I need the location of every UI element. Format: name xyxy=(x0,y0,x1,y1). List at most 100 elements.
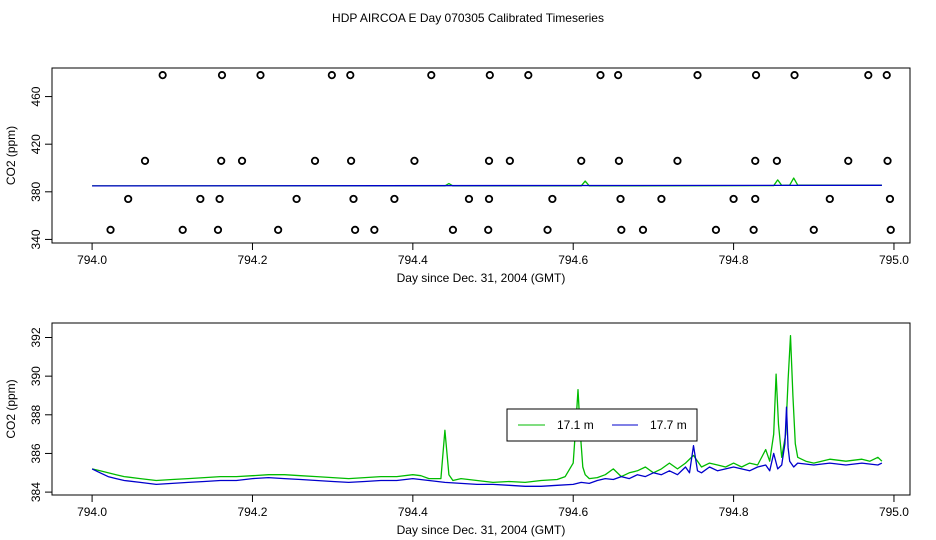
figure-title: HDP AIRCOA E Day 070305 Calibrated Times… xyxy=(332,11,604,25)
top-data-point xyxy=(464,194,474,204)
top-x-tick-label: 794.0 xyxy=(77,253,107,267)
top-data-point xyxy=(106,225,115,235)
top-data-point xyxy=(448,225,458,235)
top-data-point xyxy=(237,156,247,165)
top-data-point xyxy=(178,225,187,235)
top-series-line-green xyxy=(92,177,882,187)
bottom-panel: 794.0 794.2 794.4 794.6 794.8 795.0 384 386 388… xyxy=(4,322,911,537)
top-data-point xyxy=(484,156,494,165)
top-data-point xyxy=(215,194,224,204)
bottom-marks xyxy=(91,334,883,487)
top-data-point xyxy=(886,225,895,235)
top-data-point xyxy=(751,194,760,204)
top-data-point xyxy=(751,156,760,165)
top-data-point xyxy=(410,156,419,165)
top-data-point xyxy=(577,156,586,165)
top-y-tick-label: 420 xyxy=(29,134,43,154)
top-y-axis-label: CO2 (ppm) xyxy=(4,126,18,185)
top-data-point xyxy=(349,194,358,204)
top-data-point xyxy=(614,156,624,165)
top-x-axis: 794.0 794.2 794.4 794.6 794.8 795.0 xyxy=(77,243,909,267)
bottom-x-tick-label: 794.0 xyxy=(77,505,107,519)
top-data-point xyxy=(844,156,853,165)
top-data-point xyxy=(729,194,738,204)
top-y-tick-label: 340 xyxy=(29,229,43,249)
top-x-tick-label: 795.0 xyxy=(879,253,909,267)
bottom-x-tick-label: 794.2 xyxy=(237,505,267,519)
top-data-point xyxy=(274,225,283,235)
top-data-point xyxy=(751,71,761,80)
top-y-tick-label: 380 xyxy=(29,181,43,201)
top-data-point xyxy=(484,225,493,235)
bottom-series-line-blue xyxy=(91,406,883,487)
top-data-point xyxy=(617,225,626,235)
legend-label-17-7m: 17.7 m xyxy=(650,418,687,432)
top-data-point xyxy=(825,194,834,204)
bottom-y-tick-label: 392 xyxy=(29,327,43,347)
top-data-point xyxy=(346,156,356,165)
bottom-y-tick-label: 388 xyxy=(29,404,43,424)
top-panel: 794.0 794.2 794.4 794.6 794.8 795.0 340 380 420… xyxy=(4,67,911,285)
top-data-point xyxy=(484,194,494,204)
top-data-point xyxy=(196,194,205,204)
bottom-y-tick-label: 390 xyxy=(29,366,43,386)
top-data-point xyxy=(693,71,702,80)
bottom-x-tick-label: 794.8 xyxy=(719,505,749,519)
legend: 17.1 m 17.7 m xyxy=(506,408,698,442)
top-data-point xyxy=(256,71,265,80)
bottom-series-line-green xyxy=(91,334,883,484)
top-data-point xyxy=(749,225,758,235)
top-data-point xyxy=(213,225,223,235)
top-data-point xyxy=(614,71,623,80)
top-data-point xyxy=(351,225,360,235)
top-x-tick-label: 794.6 xyxy=(558,253,588,267)
top-data-point xyxy=(864,71,873,80)
top-data-point xyxy=(158,71,167,80)
top-data-point xyxy=(673,156,682,165)
top-x-tick-label: 794.2 xyxy=(237,253,267,267)
top-y-tick-label: 460 xyxy=(29,86,43,106)
bottom-y-axis-label: CO2 (ppm) xyxy=(4,379,18,438)
top-data-point xyxy=(882,71,891,80)
top-x-axis-label: Day since Dec. 31, 2004 (GMT) xyxy=(397,271,566,285)
top-data-point xyxy=(772,156,781,165)
bottom-plot-frame xyxy=(51,322,911,496)
top-data-point xyxy=(596,71,605,80)
top-data-point xyxy=(217,156,226,165)
top-data-point xyxy=(524,71,533,80)
top-data-point xyxy=(543,225,552,235)
top-data-point xyxy=(616,194,625,204)
top-data-point xyxy=(485,71,494,80)
top-x-tick-label: 794.8 xyxy=(719,253,749,267)
top-data-point xyxy=(638,225,648,235)
top-data-point xyxy=(140,156,150,165)
top-data-point xyxy=(711,225,721,235)
legend-label-17-1m: 17.1 m xyxy=(557,418,594,432)
top-data-point xyxy=(427,71,436,80)
bottom-x-axis: 794.0 794.2 794.4 794.6 794.8 795.0 xyxy=(77,495,909,519)
top-series-line-blue xyxy=(92,184,882,187)
top-x-tick-label: 794.4 xyxy=(398,253,428,267)
bottom-x-tick-label: 794.6 xyxy=(558,505,588,519)
bottom-y-axis: 384 386 388 390 392 xyxy=(29,327,52,502)
bottom-x-tick-label: 795.0 xyxy=(879,505,909,519)
top-data-point xyxy=(327,71,336,80)
bottom-y-tick-label: 386 xyxy=(29,443,43,463)
top-data-point xyxy=(310,156,320,165)
top-marks xyxy=(92,71,895,235)
bottom-y-tick-label: 384 xyxy=(29,482,43,502)
top-data-point xyxy=(217,71,227,80)
top-data-point xyxy=(809,225,818,235)
top-data-point xyxy=(390,194,399,204)
top-data-point xyxy=(124,194,133,204)
top-plot-frame xyxy=(51,67,911,244)
top-y-axis: 340 380 420 460 xyxy=(29,86,52,249)
top-data-point xyxy=(790,71,799,80)
top-data-point xyxy=(370,225,379,235)
bottom-x-axis-label: Day since Dec. 31, 2004 (GMT) xyxy=(397,523,566,537)
bottom-x-tick-label: 794.4 xyxy=(398,505,428,519)
top-data-point xyxy=(548,194,557,204)
top-data-point xyxy=(657,194,666,204)
top-data-point xyxy=(346,71,355,80)
